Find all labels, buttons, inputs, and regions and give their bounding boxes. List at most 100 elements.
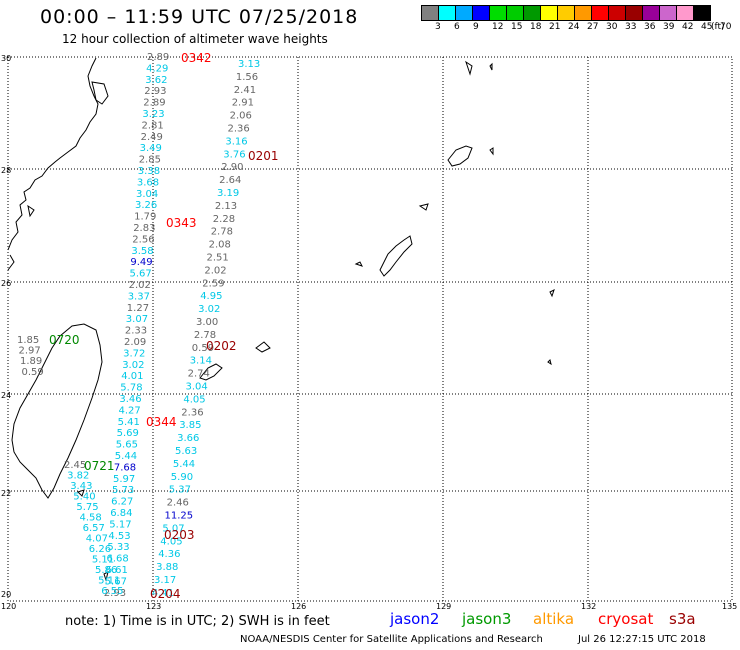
wave-height-value: 4.05	[183, 394, 205, 405]
legend-label: 30	[606, 22, 618, 32]
wave-height-value: 2.85	[139, 155, 161, 166]
wave-height-value: 3.04	[186, 382, 208, 393]
wave-height-value: 5.11	[92, 555, 114, 566]
color-legend-labels: 3 6 9 12 15 18 21 24 27 30 33 36 39 42 45 70 (ft)	[421, 22, 740, 34]
longitude-label: 120	[1, 602, 17, 611]
wave-height-value: 1.85	[17, 335, 39, 346]
wave-height-value: 3.72	[123, 348, 145, 359]
wave-height-value: 1.89	[20, 356, 42, 367]
credit-line: NOAA/NESDIS Center for Satellite Applica…	[240, 634, 543, 645]
wave-height-value: 4.95	[200, 291, 222, 302]
wave-height-value: 3.49	[140, 143, 162, 154]
wave-height-value: 5.44	[115, 451, 137, 462]
wave-height-value: 2.93	[104, 588, 126, 599]
legend-label: 3	[435, 22, 441, 32]
map-subtitle: 12 hour collection of altimeter wave hei…	[62, 32, 328, 46]
footer-note: note: 1) Time is in UTC; 2) SWH is in fe…	[65, 614, 330, 629]
wave-height-value: 3.68	[137, 177, 159, 188]
latitude-label: 24	[1, 391, 12, 400]
wave-height-value: 2.06	[230, 111, 252, 122]
satellite-name: cryosat	[598, 610, 654, 628]
wave-height-value: 6.55	[101, 586, 123, 597]
wave-height-value: 3.23	[142, 109, 164, 120]
wave-height-value: 2.51	[207, 253, 229, 264]
pass-label: 0204	[150, 587, 181, 601]
wave-height-value: 3.13	[238, 59, 260, 70]
wave-height-value: 2.83	[133, 223, 155, 234]
wave-height-value: 5.17	[109, 519, 131, 530]
wave-height-value: 2.93	[144, 86, 166, 97]
wave-height-value: 5.11	[98, 576, 120, 587]
wave-height-value: 2.91	[232, 98, 254, 109]
pass-label: 0721	[84, 459, 115, 473]
wave-height-value: 5.65	[116, 440, 138, 451]
pass-label: 0203	[164, 528, 195, 542]
wave-height-value: 4.36	[158, 549, 180, 560]
wave-height-value: 5.73	[112, 485, 134, 496]
pass-label: 0201	[248, 149, 279, 163]
wave-height-value: 5.67	[130, 269, 152, 280]
satellite-name: jason2	[390, 610, 440, 628]
wave-height-value: 5.07	[162, 523, 184, 534]
wave-height-value: 3.14	[190, 356, 212, 367]
color-legend	[421, 5, 711, 21]
pass-label: 0720	[49, 333, 80, 347]
wave-height-value: 5.63	[175, 446, 197, 457]
legend-label: 42	[682, 22, 694, 32]
wave-height-value: 0.59	[192, 343, 214, 354]
legend-label: 33	[625, 22, 637, 32]
wave-height-value: 9.49	[130, 257, 152, 268]
wave-height-value: 3.07	[126, 314, 148, 325]
wave-height-value: 2.41	[234, 85, 256, 96]
wave-height-value: 3.58	[131, 246, 153, 257]
wave-height-value: 1.79	[134, 212, 156, 223]
wave-height-value: 3.02	[198, 304, 220, 315]
wave-height-value: 3.88	[156, 562, 178, 573]
wave-height-value: 1.56	[236, 72, 258, 83]
wave-height-value: 2.36	[181, 407, 203, 418]
wave-height-value: 4.01	[121, 371, 143, 382]
wave-height-value: 4.58	[80, 513, 102, 524]
wave-height-value: 2.90	[221, 162, 243, 173]
wave-height-value: 5.37	[169, 485, 191, 496]
wave-height-value: 4.41	[152, 588, 174, 599]
legend-label: 39	[663, 22, 675, 32]
legend-label: 15	[511, 22, 523, 32]
wave-height-value: 3.85	[179, 420, 201, 431]
wave-height-value: 3.37	[128, 291, 150, 302]
wave-height-value: 2.13	[215, 201, 237, 212]
wave-height-value: 6.68	[107, 554, 129, 565]
wave-height-value: 6.84	[110, 508, 132, 519]
wave-height-value: 2.74	[188, 369, 210, 380]
wave-height-value: 3.82	[67, 471, 89, 482]
wave-height-value: 5.41	[118, 417, 140, 428]
longitude-label: 129	[436, 602, 452, 611]
pass-label: 0342	[181, 51, 212, 65]
longitude-label: 123	[146, 602, 162, 611]
wave-height-value: 2.81	[142, 120, 164, 131]
wave-height-value: 5.78	[120, 383, 142, 394]
legend-label: 12	[492, 22, 504, 32]
legend-label: 21	[549, 22, 561, 32]
wave-height-value: 3.00	[196, 317, 218, 328]
wave-height-value: 3.62	[145, 75, 167, 86]
pass-label: 0202	[206, 339, 237, 353]
wave-height-value: 3.76	[223, 149, 245, 160]
wave-height-value: 3.04	[136, 189, 158, 200]
wave-height-value: 3.02	[122, 360, 144, 371]
wave-height-value: 4.29	[146, 63, 168, 74]
wave-height-value: 5.90	[171, 472, 193, 483]
satellite-name: jason3	[462, 610, 512, 628]
legend-label: 70	[720, 22, 732, 32]
legend-label: 45	[701, 22, 713, 32]
wave-height-value: 2.78	[211, 227, 233, 238]
wave-height-value: 3.17	[154, 575, 176, 586]
latitude-label: 30	[1, 54, 12, 63]
wave-height-value: 2.46	[167, 498, 189, 509]
wave-height-value: 1.27	[127, 303, 149, 314]
wave-height-value: 3.66	[177, 433, 199, 444]
wave-height-value: 11.25	[165, 511, 194, 522]
latitude-label: 26	[1, 279, 12, 288]
wave-height-value: 3.38	[138, 166, 160, 177]
